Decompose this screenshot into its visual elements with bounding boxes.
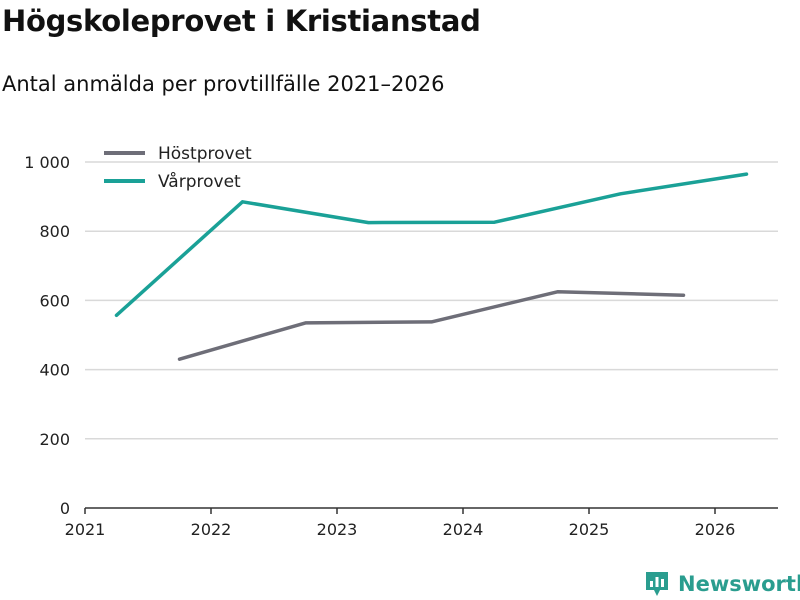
y-tick-label: 800 [39,222,70,241]
newsworthy-logo-icon [646,572,668,596]
brand-logo: Newsworthy [644,570,800,598]
x-tick-label: 2023 [317,520,358,539]
chart-title: Högskoleprovet i Kristianstad [2,4,481,38]
y-tick-label: 200 [39,430,70,449]
y-tick-label: 0 [60,499,70,518]
series-line-hostprovet [177,290,686,361]
brand-name: Newsworthy [678,572,800,596]
chart-subtitle: Antal anmälda per provtillfälle 2021–202… [2,72,445,96]
series-line-varprovet [114,172,749,318]
y-tick-label: 600 [39,291,70,310]
y-tick-label: 400 [39,361,70,380]
y-tick-label: 1 000 [24,153,70,172]
x-tick-label: 2025 [569,520,610,539]
legend-label: Höstprovet [158,144,252,164]
x-tick-label: 2021 [65,520,106,539]
x-tick-label: 2022 [191,520,232,539]
x-tick-label: 2026 [695,520,736,539]
legend-label: Vårprovet [158,171,241,192]
x-tick-label: 2024 [443,520,484,539]
